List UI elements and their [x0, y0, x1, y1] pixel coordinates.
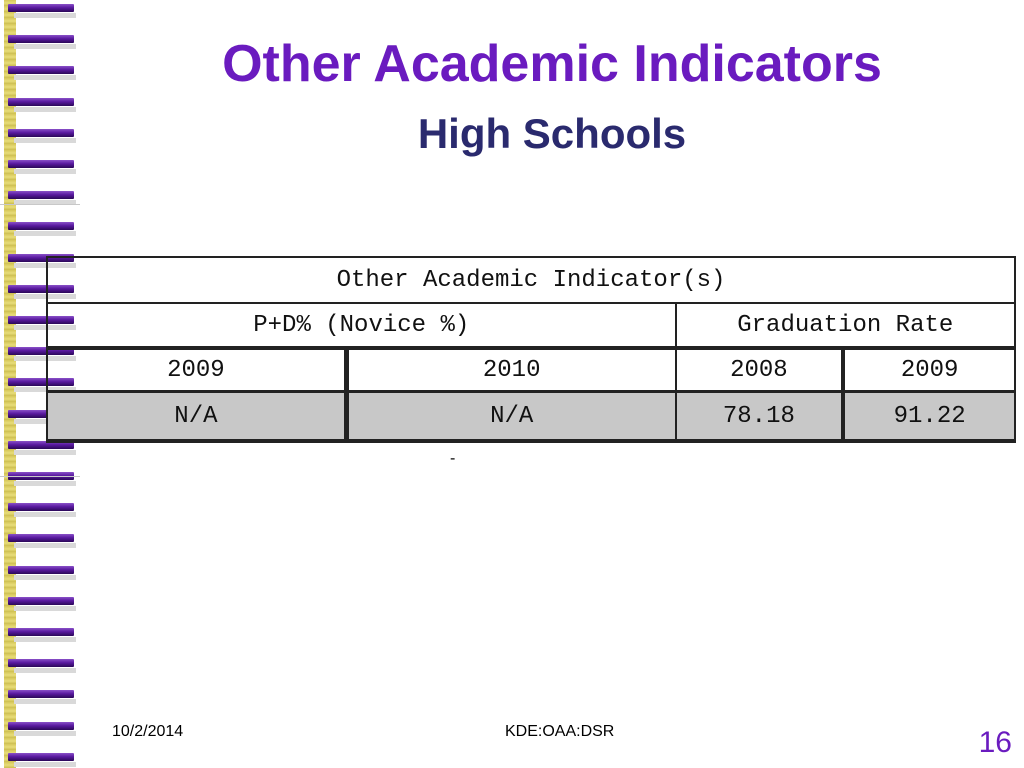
side-border-bar	[8, 596, 74, 605]
table-header: Other Academic Indicator(s)	[46, 256, 1016, 304]
side-border-bar-shadow	[14, 761, 76, 767]
side-border-bar-shadow	[14, 543, 76, 549]
value-cell: N/A	[45, 390, 349, 443]
side-border-rule	[0, 204, 80, 205]
side-border-bar-shadow	[14, 574, 76, 580]
footer-date: 10/2/2014	[112, 723, 184, 740]
side-border-bar-shadow	[14, 293, 76, 299]
group-novice-header: P+D% (Novice %)	[46, 302, 677, 350]
side-border-bar-shadow	[14, 75, 76, 81]
table-value-row: N/A N/A 78.18 91.22	[45, 390, 1016, 443]
side-border-bar	[8, 253, 74, 262]
side-border-bar-shadow	[14, 44, 76, 50]
group-graduation-header: Graduation Rate	[674, 302, 1017, 350]
side-border-bar	[8, 160, 74, 168]
slide-subtitle: High Schools	[417, 110, 687, 157]
side-border-bar	[8, 97, 74, 106]
side-border-bar-shadow	[14, 668, 76, 674]
side-border-bar-shadow	[14, 605, 76, 611]
side-border-bar-shadow	[14, 449, 76, 455]
year-cell: 2009	[842, 347, 1016, 393]
side-border-bar	[8, 721, 74, 730]
side-border-bar-shadow	[14, 262, 76, 268]
table-year-row: 2009 2010 2008 2009	[45, 347, 1016, 393]
slide-title: Other Academic Indicators	[222, 35, 882, 93]
side-border-bar-shadow	[14, 356, 76, 362]
side-border-bar	[8, 347, 74, 356]
side-border-bar	[8, 409, 74, 418]
table-group-row: P+D% (Novice %) Graduation Rate	[46, 302, 1017, 350]
side-border-bar	[8, 66, 74, 75]
side-border-bar-shadow	[14, 106, 76, 112]
year-cell: 2010	[345, 347, 677, 393]
year-cell: 2009	[45, 347, 349, 393]
side-border-rule	[0, 476, 80, 477]
side-border-bar-shadow	[14, 387, 76, 393]
side-border-bar	[8, 316, 74, 324]
side-border-bar	[8, 752, 74, 761]
side-border-bar-shadow	[14, 137, 76, 143]
table-header-row: Other Academic Indicator(s)	[46, 256, 1016, 304]
side-border-bar	[8, 628, 74, 636]
side-border-bar-shadow	[14, 169, 76, 174]
side-border-bar	[8, 378, 74, 387]
side-border-bar-shadow	[14, 699, 76, 705]
side-border-bar-shadow	[14, 637, 76, 642]
stray-dash: -	[450, 450, 456, 467]
side-border-bar	[8, 4, 74, 12]
side-border-bar	[8, 690, 74, 699]
side-border-bar-shadow	[14, 418, 76, 424]
side-border-bar	[8, 284, 74, 293]
footer-source: KDE:OAA:DSR	[505, 723, 615, 740]
side-border-bar	[8, 35, 74, 44]
side-border-bar-shadow	[14, 200, 76, 206]
side-border-bar-shadow	[14, 481, 76, 486]
side-border-bar-shadow	[14, 730, 76, 736]
indicators-table: Other Academic Indicator(s) P+D% (Novice…	[45, 256, 1017, 443]
side-border-bar	[8, 191, 74, 200]
side-border-bar	[8, 440, 74, 449]
side-border-bar	[8, 222, 74, 231]
side-border-bar-shadow	[14, 512, 76, 518]
value-cell: N/A	[345, 390, 677, 443]
value-cell: 78.18	[674, 390, 846, 443]
side-border-bar	[8, 503, 74, 512]
side-border-bar-shadow	[14, 13, 76, 18]
side-border-bar	[8, 659, 74, 668]
side-border-bar	[8, 128, 74, 137]
side-border-bar	[8, 565, 74, 574]
side-border-bar-shadow	[14, 231, 76, 237]
year-cell: 2008	[674, 347, 846, 393]
value-cell: 91.22	[842, 390, 1016, 443]
side-border-bar	[8, 534, 74, 543]
side-border-bar-shadow	[14, 325, 76, 330]
page-number: 16	[978, 726, 1012, 759]
